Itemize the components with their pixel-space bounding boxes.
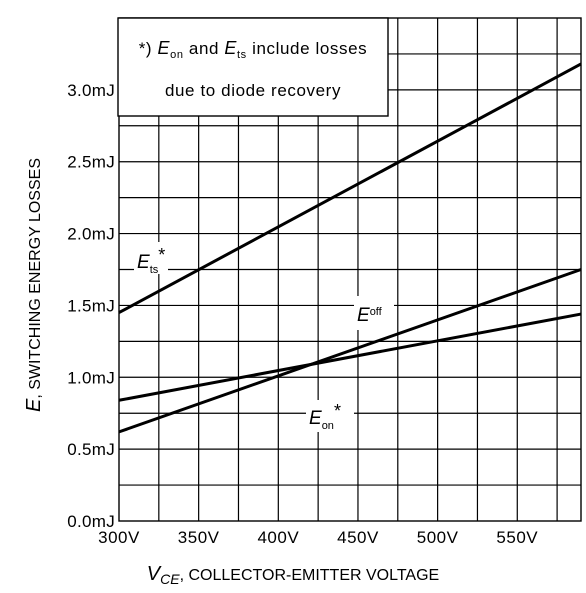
y-tick-label: 0.0mJ bbox=[67, 512, 115, 531]
x-tick-label: 550V bbox=[496, 528, 538, 547]
series-line-ets bbox=[118, 62, 582, 314]
label-eoff-text: Eoff bbox=[357, 305, 383, 326]
y-tick-label: 3.0mJ bbox=[67, 81, 115, 100]
label-ets-bg bbox=[134, 242, 168, 274]
tick-labels: 300V 350V 400V 450V 500V 550V 0.0mJ 0.5mJ 1.0mJ 1… bbox=[67, 81, 538, 547]
label-eon: Eon* bbox=[306, 400, 354, 432]
label-eon-bg bbox=[306, 400, 354, 432]
label-eoff-bg bbox=[354, 296, 394, 330]
x-tick-label: 350V bbox=[178, 528, 220, 547]
x-tick-label: 400V bbox=[257, 528, 299, 547]
label-eon-text: Eon* bbox=[309, 401, 341, 432]
annotation-note: *) Eon and Ets include losses due to dio… bbox=[117, 17, 389, 117]
annotation-line-1: *) Eon and Ets include losses bbox=[139, 38, 368, 61]
y-tick-label: 2.0mJ bbox=[67, 225, 115, 244]
x-tick-label: 300V bbox=[98, 528, 140, 547]
series-lines bbox=[118, 62, 582, 434]
x-tick-label: 500V bbox=[417, 528, 459, 547]
label-eoff: Eoff bbox=[354, 296, 394, 330]
label-ets: Ets* bbox=[134, 242, 168, 276]
y-tick-label: 1.5mJ bbox=[67, 296, 115, 315]
y-tick-label: 2.5mJ bbox=[67, 153, 115, 172]
annotation-box bbox=[117, 17, 389, 117]
annotation-line-2: due to diode recovery bbox=[165, 81, 341, 100]
x-tick-label: 450V bbox=[337, 528, 379, 547]
x-axis-title: VCE, COLLECTOR-EMITTER VOLTAGE bbox=[147, 563, 439, 587]
y-tick-label: 1.0mJ bbox=[67, 368, 115, 387]
series-line-eon bbox=[118, 312, 582, 402]
label-ets-text: Ets* bbox=[137, 245, 165, 276]
y-tick-label: 0.5mJ bbox=[67, 440, 115, 459]
y-axis-title: E, SWITCHING ENERGY LOSSES bbox=[23, 158, 45, 412]
series-line-eoff bbox=[118, 268, 582, 434]
